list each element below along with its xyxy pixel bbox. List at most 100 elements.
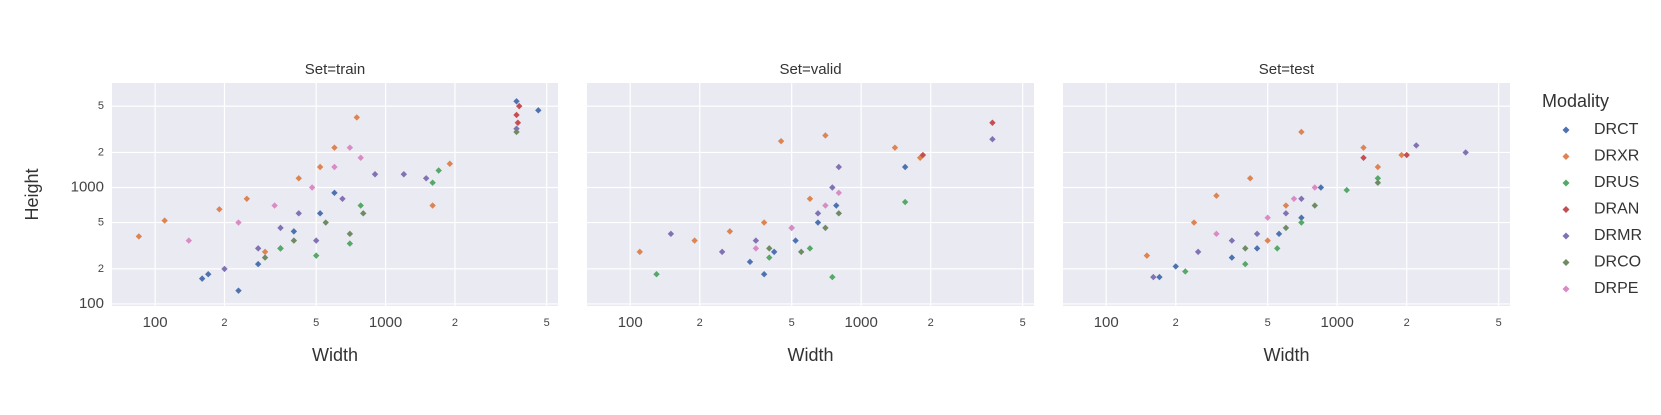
x-tick-label: 5 [1265,317,1271,329]
point [822,202,829,209]
point [290,237,298,244]
point [1190,219,1198,226]
point [822,132,829,139]
point [357,202,364,209]
point [1374,163,1382,171]
point [221,265,228,273]
point [290,228,298,235]
x-axis-title: Width [312,345,358,365]
x-tick-label: 2 [221,317,227,329]
y-tick-label: 2 [98,263,104,275]
point [316,210,324,217]
point [198,275,206,282]
legend-marker [1562,259,1570,266]
point [346,144,354,151]
legend-label: DRCO [1594,254,1641,271]
point [916,154,924,161]
point [833,202,840,209]
point [1253,245,1261,252]
x-tick-label: 5 [1496,317,1502,329]
point [806,245,814,252]
point [535,107,542,114]
point [357,154,364,161]
x-tick-label: 2 [697,317,703,329]
x-tick-label: 5 [313,317,319,329]
point [1150,273,1157,281]
point [308,184,316,191]
point [1282,202,1290,209]
point [1242,245,1249,252]
point [1282,210,1290,217]
point [760,219,768,226]
point [1213,192,1220,199]
x-tick-label: 2 [928,317,934,329]
point [316,163,324,171]
legend-marker [1562,126,1570,134]
point [312,237,320,244]
point [295,175,302,182]
point [1194,248,1202,256]
plot-background [587,83,1034,306]
x-tick-label: 5 [544,317,550,329]
point [514,119,522,126]
point [636,248,643,256]
point [691,237,698,244]
point [891,144,899,151]
point [1403,151,1410,159]
point [653,271,660,278]
point [254,245,262,252]
y-tick-label: 5 [98,216,104,228]
legend-marker [1562,153,1570,160]
point [422,175,430,182]
point [1343,186,1350,194]
point [1360,154,1367,161]
point [277,245,284,252]
point [1298,214,1305,221]
point [261,254,269,261]
point [1282,224,1290,232]
y-tick-label: 2 [98,146,104,158]
point [770,248,778,256]
plot-background [1063,83,1510,306]
point [261,248,269,256]
x-tick-label: 100 [1094,314,1119,331]
x-tick-label: 5 [789,317,795,329]
point [1462,149,1469,156]
x-tick-label: 100 [143,314,168,331]
point [792,237,799,244]
point [1311,184,1319,191]
point [1413,142,1420,149]
point [331,189,338,197]
panel-title: Set=test [1259,61,1315,78]
point [429,179,436,186]
legend-label: DRMR [1594,227,1642,244]
legend-marker [1562,285,1570,293]
point [1398,151,1405,159]
point [254,260,262,268]
point [161,217,168,224]
point [1143,252,1151,259]
point [752,237,760,244]
point [235,219,242,226]
x-tick-label: 1000 [1320,314,1353,331]
point [835,163,843,171]
point [1253,230,1261,238]
point [243,195,251,202]
point [814,210,822,217]
point [806,195,814,202]
y-tick-label: 100 [79,295,104,312]
point [1228,254,1236,261]
point [760,271,768,278]
legend-label: DRPE [1594,280,1638,297]
y-axis-title: Height [22,168,42,220]
point [513,128,520,136]
point [752,245,760,252]
legend-marker [1562,179,1570,187]
point [1290,195,1298,202]
legend-marker [1562,232,1570,240]
point [798,248,805,256]
x-tick-label: 5 [1020,317,1026,329]
point [989,135,996,143]
point [346,230,354,238]
